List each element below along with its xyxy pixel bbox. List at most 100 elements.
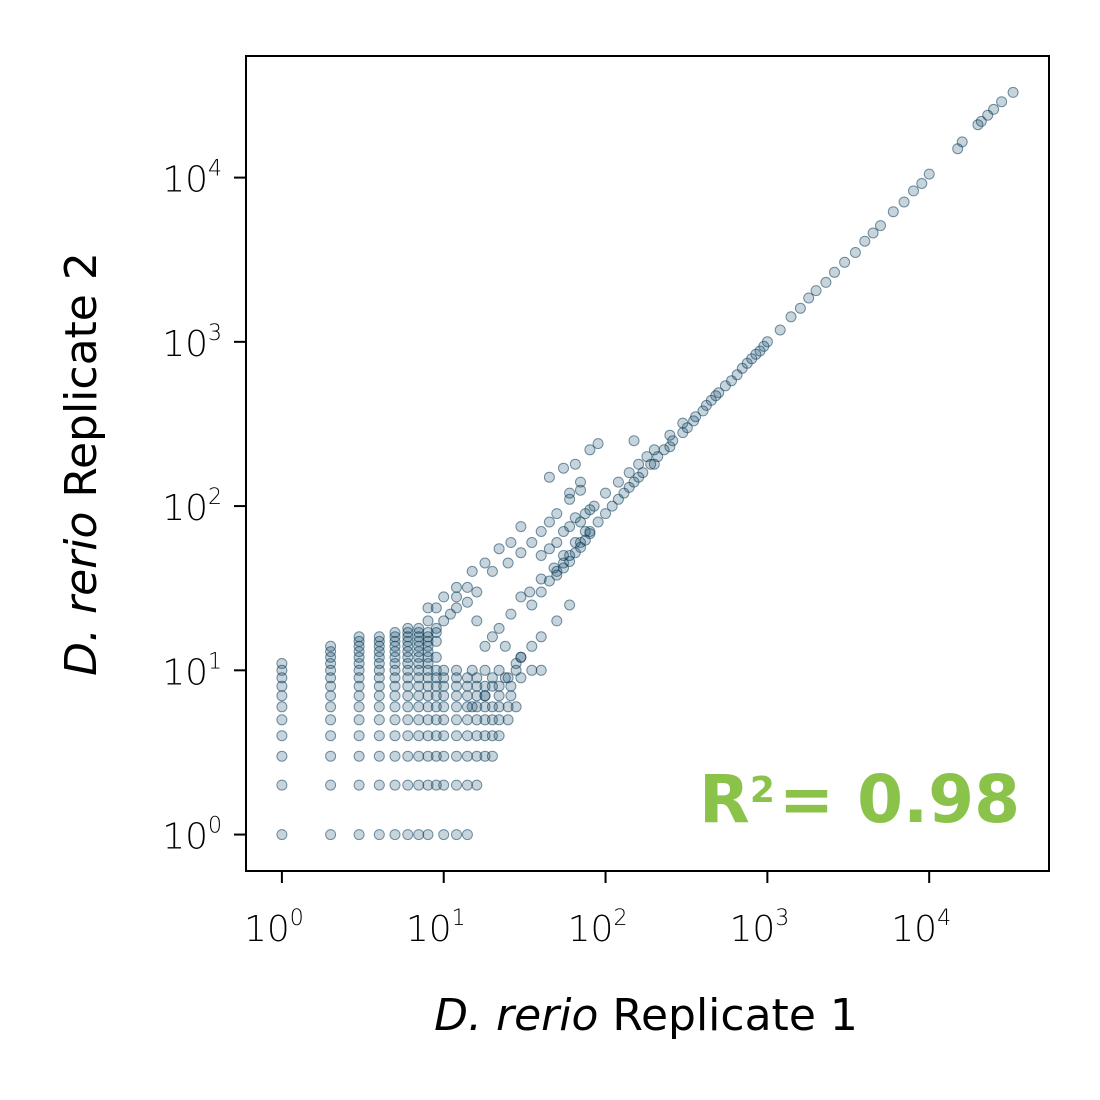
data-point xyxy=(422,615,434,627)
data-point xyxy=(451,714,462,726)
data-point xyxy=(526,599,538,611)
data-point xyxy=(389,680,401,692)
data-point xyxy=(479,701,491,713)
data-point xyxy=(664,441,676,453)
data-point xyxy=(524,586,536,598)
data-point xyxy=(422,658,434,669)
y-axis-label: D. rerio Replicate 2 xyxy=(56,252,107,676)
data-point xyxy=(875,220,886,232)
data-point xyxy=(923,168,935,180)
data-point xyxy=(803,292,815,304)
data-point xyxy=(486,680,498,692)
data-point xyxy=(402,829,414,841)
data-point xyxy=(741,357,753,369)
data-point xyxy=(325,690,337,702)
data-point xyxy=(438,714,450,726)
data-point xyxy=(564,493,576,505)
data-point xyxy=(584,528,596,540)
data-point xyxy=(451,680,462,692)
plot-frame xyxy=(245,55,1050,872)
data-point xyxy=(430,627,442,638)
data-point xyxy=(451,730,462,742)
data-point xyxy=(373,750,385,762)
data-point xyxy=(558,462,569,474)
data-point xyxy=(353,651,365,663)
data-point xyxy=(697,405,709,417)
data-point xyxy=(664,429,676,441)
data-point xyxy=(535,550,547,561)
data-point xyxy=(353,658,365,669)
data-point xyxy=(493,664,505,676)
y-tick-label: 101 xyxy=(162,649,222,693)
data-point xyxy=(451,672,462,684)
data-point xyxy=(353,701,365,713)
data-point xyxy=(569,458,581,470)
data-point xyxy=(584,444,596,456)
data-point xyxy=(389,701,401,713)
data-point xyxy=(820,276,832,288)
data-point xyxy=(731,369,743,381)
data-point xyxy=(493,701,505,713)
data-point xyxy=(628,476,640,488)
data-point xyxy=(413,750,425,762)
x-tick-label: 102 xyxy=(568,906,628,950)
data-point xyxy=(700,399,712,411)
x-tick-label: 101 xyxy=(406,906,466,950)
x-axis-label: D. rerio Replicate 1 xyxy=(434,990,858,1041)
data-point xyxy=(373,701,385,713)
data-point xyxy=(413,779,425,791)
data-point xyxy=(451,829,462,841)
data-point xyxy=(422,779,434,791)
data-point xyxy=(564,550,576,561)
data-point xyxy=(430,602,442,614)
data-point xyxy=(466,701,478,713)
data-point xyxy=(389,690,401,702)
data-point xyxy=(438,664,450,676)
data-point xyxy=(479,730,491,742)
data-point xyxy=(422,730,434,742)
data-point xyxy=(956,136,968,148)
data-point xyxy=(402,701,414,713)
data-point xyxy=(276,829,288,841)
data-point xyxy=(543,575,555,587)
data-point xyxy=(526,640,538,652)
data-point xyxy=(422,714,434,726)
data-point xyxy=(402,714,414,726)
data-point xyxy=(505,680,517,692)
data-point xyxy=(402,651,414,663)
y-tick-label: 104 xyxy=(162,157,222,201)
r-squared-exponent: 2 xyxy=(750,770,775,811)
data-point xyxy=(758,340,770,352)
data-point xyxy=(535,526,547,537)
data-point xyxy=(645,458,657,470)
data-point xyxy=(859,235,871,247)
data-point xyxy=(438,701,450,713)
data-point xyxy=(438,615,450,627)
data-point xyxy=(785,311,797,323)
data-point xyxy=(389,627,401,638)
data-point xyxy=(402,779,414,791)
data-point xyxy=(422,672,434,684)
data-point xyxy=(535,664,547,676)
data-point xyxy=(430,779,442,791)
data-point xyxy=(402,680,414,692)
data-point xyxy=(422,602,434,614)
data-point xyxy=(502,672,514,684)
data-point xyxy=(829,266,840,278)
data-point xyxy=(413,829,425,841)
data-point xyxy=(402,672,414,684)
data-point xyxy=(535,631,547,643)
data-point xyxy=(430,714,442,726)
data-point xyxy=(353,714,365,726)
data-point xyxy=(575,516,586,528)
data-point xyxy=(402,631,414,643)
data-point xyxy=(628,435,640,447)
x-tick-label: 100 xyxy=(244,906,304,950)
data-point xyxy=(430,651,442,663)
data-point xyxy=(515,521,527,533)
data-point xyxy=(353,829,365,841)
data-point xyxy=(389,714,401,726)
data-point xyxy=(658,444,670,456)
data-point xyxy=(461,730,473,742)
data-point xyxy=(493,543,505,555)
